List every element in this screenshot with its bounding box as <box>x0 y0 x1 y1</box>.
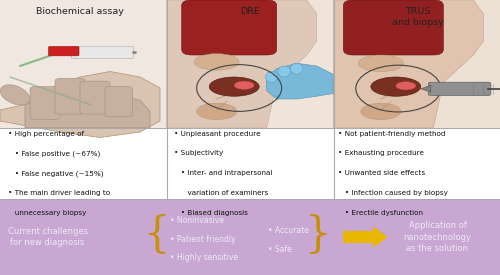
Ellipse shape <box>0 85 29 105</box>
Polygon shape <box>373 226 388 248</box>
Bar <box>0 0 166 128</box>
Text: • Unpleasant procedure: • Unpleasant procedure <box>174 131 260 137</box>
Ellipse shape <box>266 72 278 82</box>
Polygon shape <box>0 72 160 138</box>
Ellipse shape <box>209 77 259 96</box>
FancyBboxPatch shape <box>344 0 444 55</box>
Bar <box>334 0 500 128</box>
Text: • Exhausting procedure: • Exhausting procedure <box>338 150 424 156</box>
FancyBboxPatch shape <box>105 87 132 117</box>
Ellipse shape <box>290 63 303 74</box>
Ellipse shape <box>361 103 401 120</box>
Text: variation of examiners: variation of examiners <box>174 190 268 196</box>
FancyBboxPatch shape <box>182 0 276 55</box>
Text: • Highly sensitive: • Highly sensitive <box>170 253 238 262</box>
Ellipse shape <box>396 82 416 90</box>
Text: • False negative (~15%): • False negative (~15%) <box>8 170 103 177</box>
Text: TRUS
and biopsy: TRUS and biopsy <box>392 7 444 27</box>
Polygon shape <box>25 89 150 128</box>
Ellipse shape <box>278 66 290 77</box>
Text: • High percentage of: • High percentage of <box>8 131 84 137</box>
Bar <box>166 0 334 128</box>
Polygon shape <box>266 63 333 99</box>
Text: • Safe: • Safe <box>268 245 291 254</box>
Text: • Biased diagnosis: • Biased diagnosis <box>174 210 248 216</box>
Text: Current challenges
for new diagnosis: Current challenges for new diagnosis <box>8 227 87 248</box>
Ellipse shape <box>196 103 236 120</box>
Ellipse shape <box>194 54 239 70</box>
Text: • Inter- and intrapersonal: • Inter- and intrapersonal <box>174 170 272 176</box>
Text: • Subjectivity: • Subjectivity <box>174 150 223 156</box>
Bar <box>342 231 373 243</box>
Polygon shape <box>166 0 316 128</box>
Polygon shape <box>421 85 431 92</box>
Bar <box>0 199 500 275</box>
Bar <box>334 0 500 128</box>
Text: • Noninvasive: • Noninvasive <box>170 216 224 225</box>
Text: {: { <box>144 214 171 256</box>
FancyBboxPatch shape <box>428 82 491 95</box>
Text: • Accurate: • Accurate <box>268 226 308 235</box>
Text: • Unwanted side effects: • Unwanted side effects <box>338 170 424 176</box>
FancyBboxPatch shape <box>80 81 110 114</box>
Bar <box>0 0 166 128</box>
Text: • False positive (~67%): • False positive (~67%) <box>8 150 100 157</box>
Bar <box>166 0 334 128</box>
Text: }: } <box>304 214 331 256</box>
Text: • Not patient-friendly method: • Not patient-friendly method <box>338 131 445 137</box>
Text: • Patient friendly: • Patient friendly <box>170 235 235 244</box>
FancyBboxPatch shape <box>48 46 79 56</box>
Text: Biochemical assay: Biochemical assay <box>36 7 124 16</box>
Ellipse shape <box>234 81 254 89</box>
Text: • Infection caused by biopsy: • Infection caused by biopsy <box>338 190 448 196</box>
Text: unnecessary biopsy: unnecessary biopsy <box>8 210 86 216</box>
Ellipse shape <box>371 77 421 96</box>
FancyBboxPatch shape <box>30 87 60 120</box>
FancyBboxPatch shape <box>72 47 134 58</box>
Text: DRE: DRE <box>240 7 260 16</box>
Ellipse shape <box>358 55 404 72</box>
FancyBboxPatch shape <box>55 78 85 114</box>
Text: Application of
nanotechnology
as the solution: Application of nanotechnology as the sol… <box>404 221 471 253</box>
Text: • The main driver leading to: • The main driver leading to <box>8 190 110 196</box>
Polygon shape <box>334 0 484 128</box>
Text: • Erectile dysfunction: • Erectile dysfunction <box>338 210 422 216</box>
